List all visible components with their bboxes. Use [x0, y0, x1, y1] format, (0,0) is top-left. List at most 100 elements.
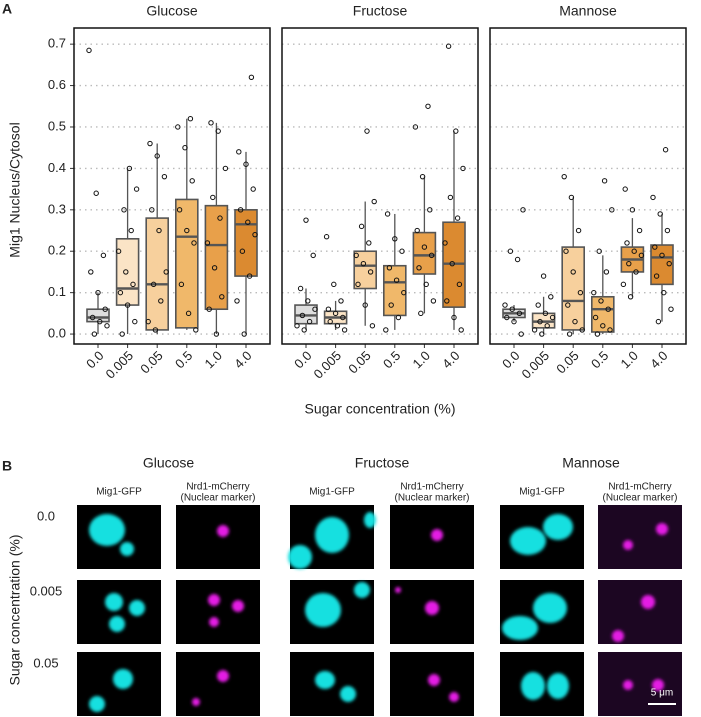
point	[297, 285, 304, 292]
box	[561, 246, 586, 331]
point	[627, 294, 634, 300]
box	[650, 244, 674, 286]
point	[423, 281, 429, 288]
point	[652, 244, 658, 250]
row-label: 0.0	[37, 508, 55, 523]
point	[624, 240, 630, 246]
point	[655, 318, 662, 325]
point	[156, 227, 162, 234]
x-tick-label: 0.0	[291, 348, 314, 371]
box	[412, 231, 437, 275]
point	[334, 323, 341, 329]
cell	[109, 616, 125, 632]
point	[509, 306, 515, 312]
point	[323, 234, 330, 240]
point	[657, 211, 663, 217]
cell	[543, 514, 573, 540]
point	[594, 331, 601, 337]
point	[147, 140, 153, 147]
point	[222, 165, 229, 172]
point	[456, 281, 463, 288]
point	[447, 194, 454, 201]
point	[163, 269, 169, 275]
x-tick-label: 0.5	[588, 348, 611, 371]
point	[175, 124, 181, 130]
point	[445, 43, 452, 49]
point	[549, 314, 556, 321]
point	[518, 331, 524, 337]
panel-label: B	[2, 458, 12, 474]
point	[217, 215, 223, 221]
cell	[89, 514, 125, 546]
point	[427, 207, 433, 213]
point	[605, 306, 611, 312]
cell	[192, 698, 200, 706]
box	[234, 209, 258, 277]
point	[213, 331, 220, 337]
point	[458, 327, 464, 333]
x-tick-label: 0.005	[519, 348, 553, 382]
cell	[510, 527, 546, 555]
point	[358, 223, 365, 230]
point	[124, 302, 131, 308]
point	[622, 186, 628, 192]
point	[401, 289, 407, 296]
point	[592, 314, 599, 321]
point	[89, 314, 96, 321]
point	[412, 124, 419, 130]
x-tick-label: 4.0	[231, 348, 254, 371]
point	[241, 331, 247, 337]
point	[561, 173, 567, 180]
point	[514, 256, 521, 263]
point	[511, 318, 517, 325]
point	[239, 248, 246, 254]
cell	[89, 696, 105, 712]
cell	[521, 672, 545, 700]
cell	[232, 600, 244, 612]
x-tick-label: 0.005	[103, 348, 137, 382]
cell	[113, 669, 133, 689]
point	[414, 227, 420, 234]
condition-title: Fructose	[355, 455, 410, 471]
cell	[425, 601, 439, 615]
point	[102, 306, 108, 312]
point	[306, 318, 313, 325]
facet-title: Mannose	[559, 3, 617, 19]
x-tick-label: 0.005	[311, 348, 345, 382]
point	[460, 165, 466, 172]
x-tick-label: 1.0	[618, 348, 641, 371]
row-label: 0.05	[33, 655, 58, 670]
channel-label: Nrd1-mCherry	[186, 482, 249, 493]
point	[636, 227, 643, 234]
point	[575, 227, 582, 234]
point	[128, 227, 134, 234]
point	[237, 207, 244, 213]
cell	[623, 540, 633, 550]
box	[382, 264, 407, 317]
x-tick-label: 0.0	[499, 348, 522, 371]
point	[668, 306, 674, 312]
point	[193, 327, 199, 333]
cell	[431, 529, 443, 541]
cell	[641, 595, 655, 609]
point	[629, 207, 636, 213]
x-axis-title: Sugar concentration (%)	[305, 401, 456, 417]
point	[104, 323, 110, 329]
point	[416, 265, 422, 271]
cell	[612, 630, 624, 642]
point	[219, 294, 225, 300]
point	[145, 318, 151, 325]
point	[442, 240, 448, 246]
y-tick-label: 0.1	[48, 284, 66, 299]
y-axis-title: Sugar concentration (%)	[7, 535, 23, 686]
point	[591, 289, 597, 296]
point	[392, 236, 398, 242]
point	[418, 310, 424, 317]
point	[539, 331, 545, 337]
point	[531, 327, 538, 333]
point	[331, 281, 337, 288]
x-tick-label: 0.5	[380, 348, 403, 371]
point	[537, 318, 543, 325]
point	[208, 120, 214, 126]
point	[353, 252, 359, 259]
